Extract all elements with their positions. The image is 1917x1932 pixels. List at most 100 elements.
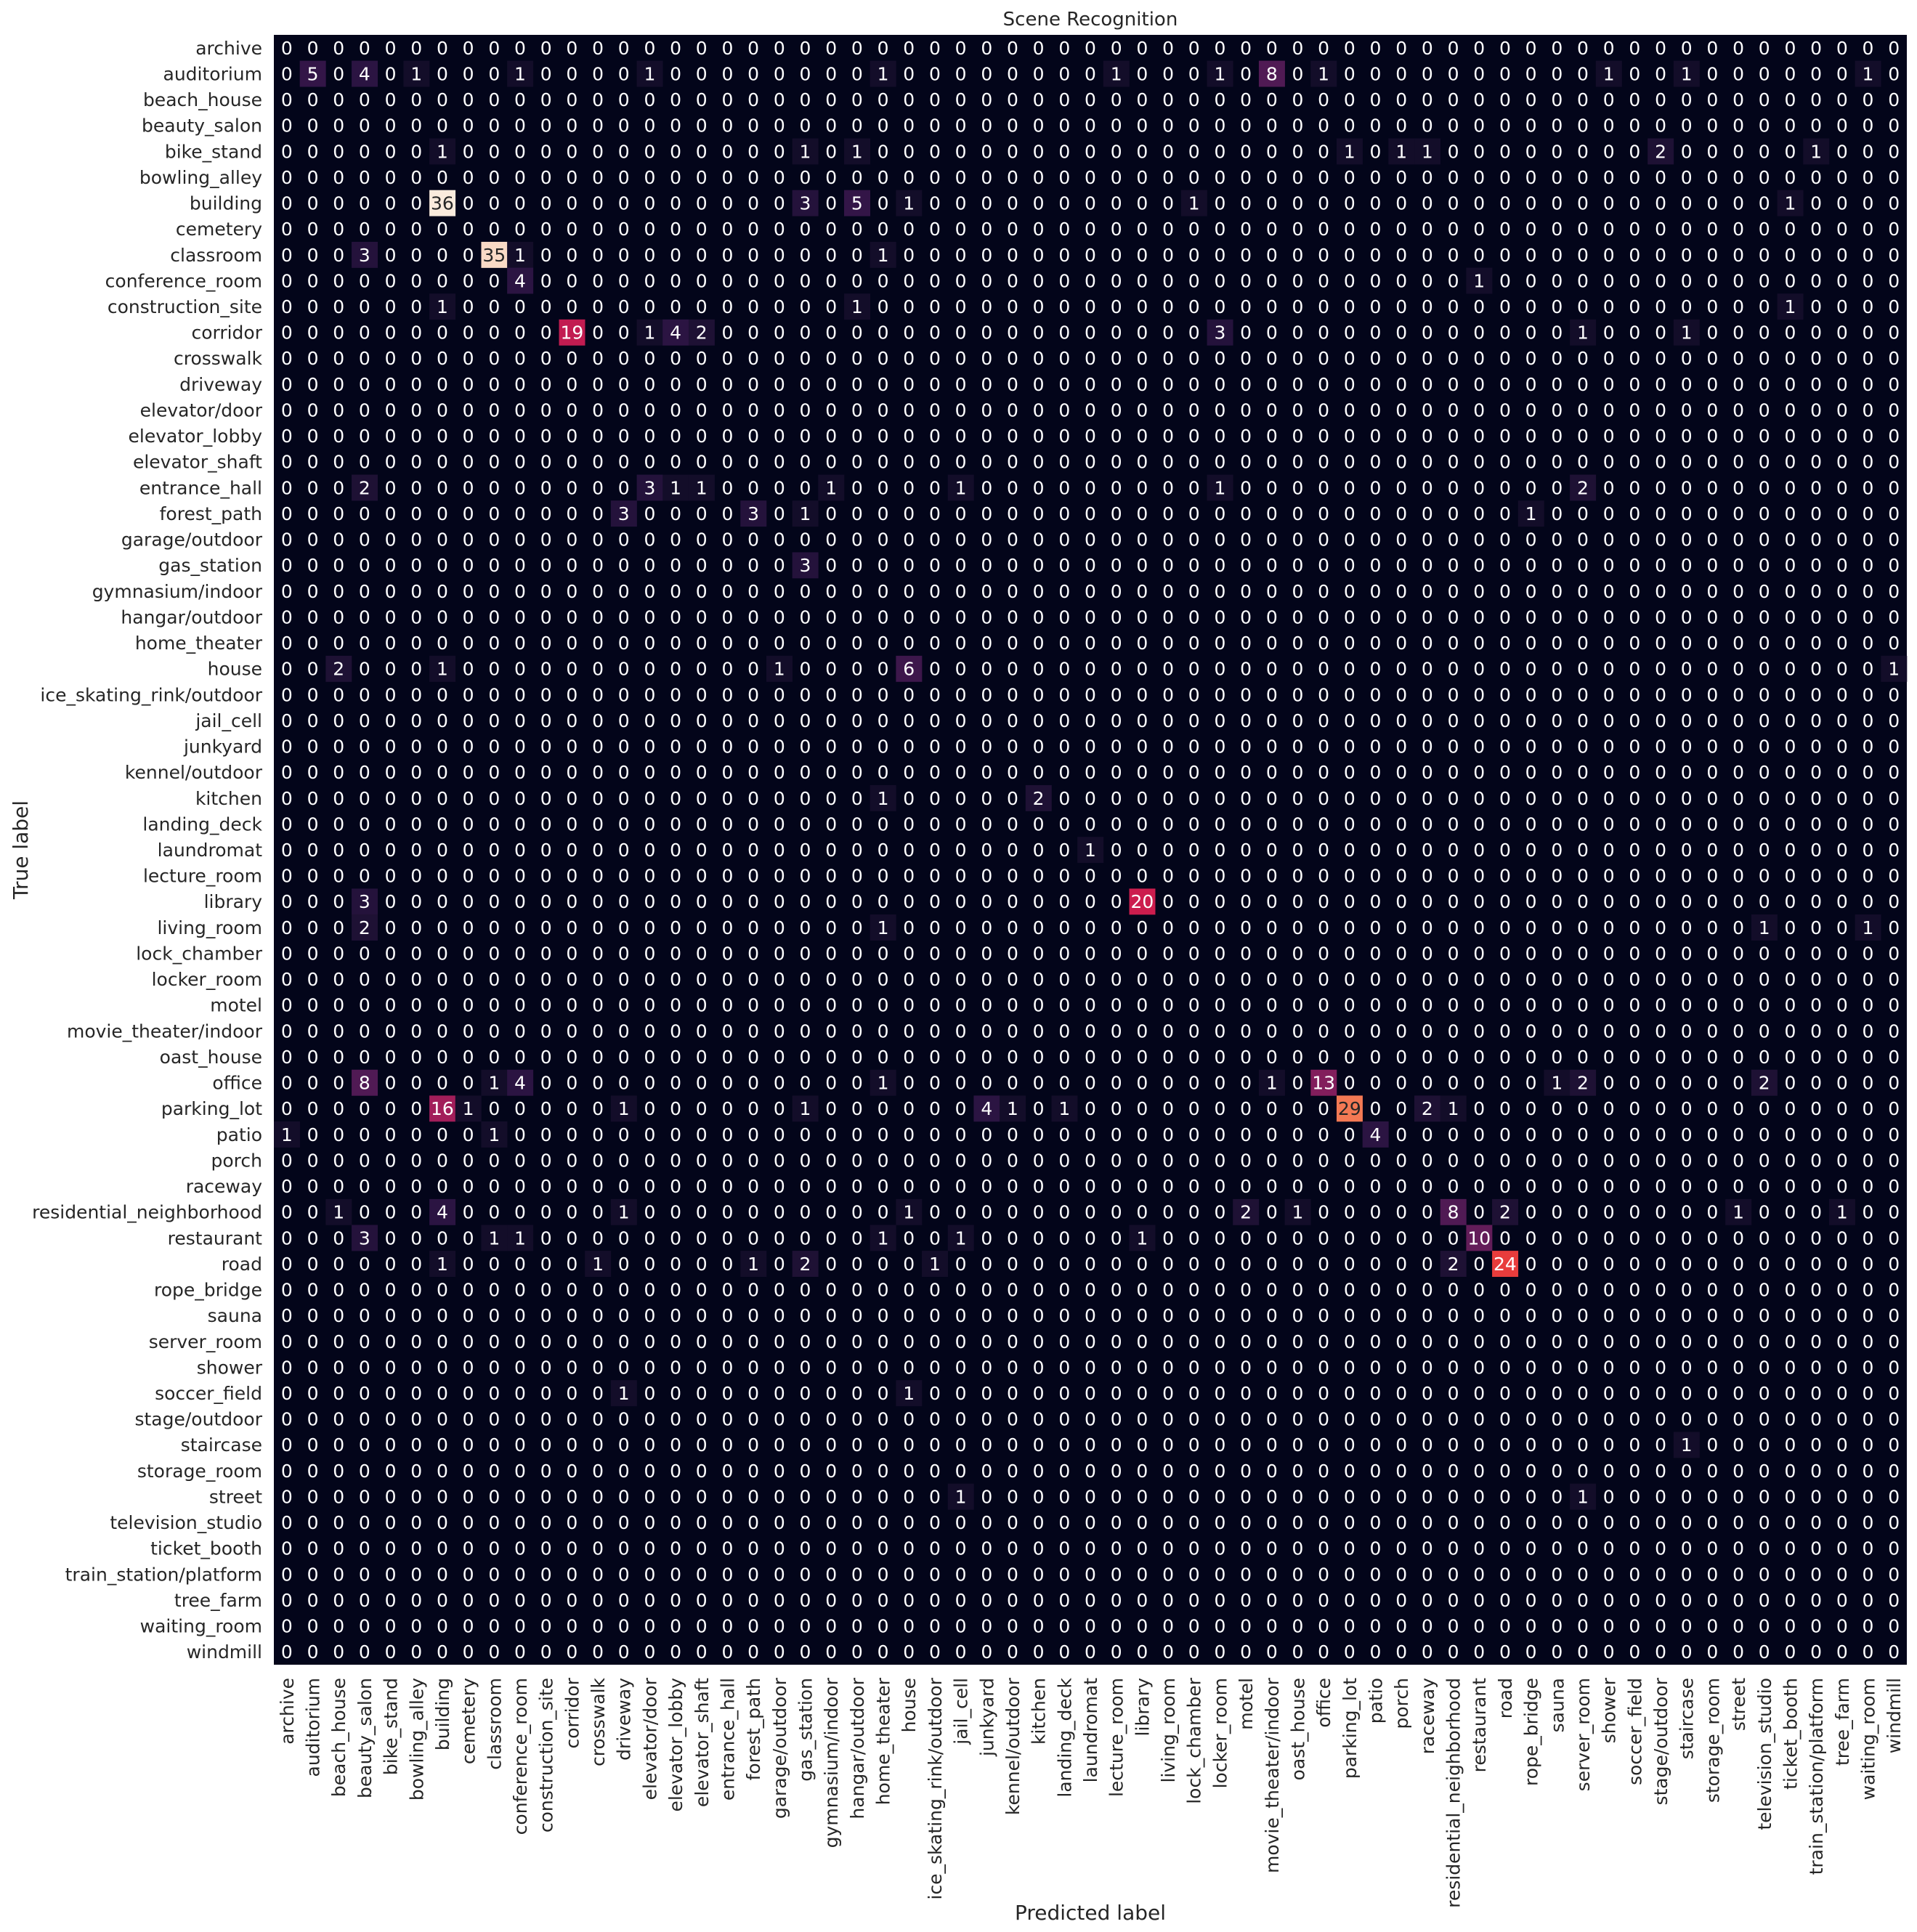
cell-value-label: 0 — [1370, 840, 1382, 861]
cell-value-label: 0 — [851, 1383, 863, 1404]
x-tick-label: kennel/outdoor — [1002, 1677, 1024, 1815]
cell-value-label: 0 — [1240, 891, 1252, 912]
cell-value-label: 0 — [1240, 89, 1252, 110]
cell-value-label: 0 — [1214, 270, 1225, 291]
cell-value-label: 0 — [1473, 245, 1485, 266]
cell-value-label: 0 — [1551, 1305, 1563, 1326]
cell-value-label: 0 — [1344, 840, 1355, 861]
cell-value-label: 35 — [482, 245, 506, 266]
cell-value-label: 0 — [1888, 891, 1900, 912]
cell-value-label: 0 — [281, 1073, 293, 1094]
cell-value-label: 0 — [1473, 1486, 1485, 1507]
cell-value-label: 0 — [359, 452, 370, 473]
cell-value-label: 0 — [1422, 813, 1433, 835]
cell-value-label: 0 — [851, 63, 863, 84]
x-tick-label: junkyard — [976, 1678, 997, 1757]
cell-value-label: 0 — [463, 529, 474, 551]
cell-value-label: 0 — [1422, 659, 1433, 680]
cell-value-label: 1 — [903, 193, 915, 214]
heatmap-cell — [1855, 60, 1881, 87]
cell-value-label: 0 — [1266, 1305, 1278, 1326]
cell-value-label: 0 — [488, 1538, 500, 1559]
cell-value-label: 0 — [540, 374, 552, 395]
cell-value-label: 0 — [851, 477, 863, 498]
cell-value-label: 0 — [1085, 452, 1096, 473]
cell-value-label: 0 — [1810, 374, 1822, 395]
y-tick-label: street — [209, 1486, 262, 1507]
cell-value-label: 0 — [333, 633, 344, 654]
cell-value-label: 0 — [618, 917, 630, 938]
cell-value-label: 0 — [1499, 1280, 1511, 1301]
cell-value-label: 0 — [1007, 555, 1018, 576]
cell-value-label: 0 — [1863, 89, 1874, 110]
cell-value-label: 0 — [1629, 684, 1640, 705]
cell-value-label: 0 — [1370, 710, 1382, 731]
cell-value-label: 0 — [1603, 374, 1615, 395]
cell-value-label: 0 — [566, 1176, 577, 1197]
cell-value-label: 0 — [1422, 193, 1433, 214]
cell-value-label: 0 — [670, 606, 681, 628]
cell-value-label: 0 — [1292, 1357, 1304, 1378]
cell-value-label: 0 — [488, 529, 500, 551]
cell-value-label: 0 — [1370, 1176, 1382, 1197]
cell-value-label: 0 — [955, 167, 967, 188]
cell-value-label: 5 — [851, 193, 863, 214]
cell-value-label: 0 — [1214, 374, 1225, 395]
cell-value-label: 0 — [1836, 1434, 1848, 1456]
y-tick-label: lock_chamber — [136, 943, 262, 964]
cell-value-label: 0 — [825, 452, 837, 473]
cell-value-label: 0 — [566, 1227, 577, 1249]
cell-value-label: 0 — [1136, 322, 1148, 344]
cell-value-label: 0 — [1370, 1383, 1382, 1404]
cell-value-label: 0 — [1706, 917, 1718, 938]
cell-value-label: 0 — [721, 141, 733, 162]
cell-value-label: 0 — [1136, 141, 1148, 162]
cell-value-label: 0 — [1448, 581, 1459, 602]
cell-value-label: 0 — [1033, 762, 1045, 783]
cell-value-label: 0 — [851, 167, 863, 188]
cell-value-label: 0 — [1085, 788, 1096, 809]
cell-value-label: 0 — [825, 167, 837, 188]
cell-value-label: 0 — [281, 606, 293, 628]
cell-value-label: 0 — [670, 1383, 681, 1404]
cell-value-label: 0 — [878, 141, 889, 162]
heatmap-cell — [1336, 1095, 1363, 1122]
cell-value-label: 0 — [1863, 891, 1874, 912]
cell-value-label: 0 — [566, 943, 577, 964]
cell-value-label: 0 — [1111, 1486, 1122, 1507]
cell-value-label: 0 — [1499, 1098, 1511, 1119]
cell-value-label: 0 — [1266, 1357, 1278, 1378]
cell-value-label: 0 — [1370, 1409, 1382, 1430]
cell-value-label: 0 — [747, 581, 759, 602]
cell-value-label: 0 — [618, 606, 630, 628]
cell-value-label: 0 — [359, 736, 370, 758]
cell-value-label: 0 — [1214, 606, 1225, 628]
cell-value-label: 0 — [1473, 1202, 1485, 1223]
cell-value-label: 0 — [721, 477, 733, 498]
cell-value-label: 0 — [410, 1305, 422, 1326]
cell-value-label: 0 — [878, 995, 889, 1016]
cell-value-label: 0 — [463, 1176, 474, 1197]
cell-value-label: 0 — [618, 270, 630, 291]
cell-value-label: 0 — [307, 452, 319, 473]
cell-value-label: 0 — [1863, 193, 1874, 214]
cell-value-label: 0 — [281, 1383, 293, 1404]
cell-value-label: 0 — [1784, 270, 1796, 291]
cell-value-label: 0 — [1448, 399, 1459, 421]
cell-value-label: 0 — [800, 1331, 811, 1352]
cell-value-label: 0 — [981, 270, 992, 291]
heatmap-cell — [636, 319, 663, 346]
heatmap-cell — [1258, 60, 1285, 87]
cell-value-label: 0 — [1085, 270, 1096, 291]
cell-value-label: 0 — [851, 1047, 863, 1068]
cell-value-label: 0 — [307, 1073, 319, 1094]
cell-value-label: 8 — [359, 1073, 370, 1094]
cell-value-label: 0 — [1863, 38, 1874, 59]
cell-value-label: 0 — [1681, 1512, 1693, 1533]
cell-value-label: 0 — [1525, 1538, 1537, 1559]
cell-value-label: 0 — [721, 943, 733, 964]
y-tick-label: ice_skating_rink/outdoor — [40, 684, 262, 705]
heatmap-cell — [688, 319, 715, 346]
cell-value-label: 0 — [644, 1409, 655, 1430]
cell-value-label: 0 — [1784, 1590, 1796, 1611]
